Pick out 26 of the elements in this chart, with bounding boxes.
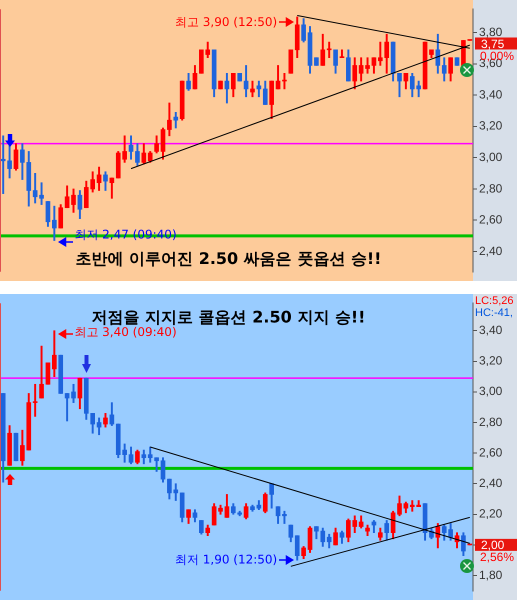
text: HC:-41, xyxy=(475,307,513,320)
y-tick-label: 3,40 xyxy=(479,87,503,102)
text: LC:5,26 xyxy=(475,295,514,308)
y-tick-label: 2,80 xyxy=(479,414,503,429)
y-tick-label: 1,80 xyxy=(479,568,503,582)
annotation: 최저 1,90 (12:50) xyxy=(174,552,278,566)
y-tick-label: 2,60 xyxy=(479,212,503,227)
y-tick-label: 2,40 xyxy=(479,244,503,258)
y-tick-label: 3,20 xyxy=(479,354,503,368)
y-tick-label: 3,20 xyxy=(479,118,503,133)
y-tick-label: 2,20 xyxy=(479,506,503,521)
y-tick-label: 3,80 xyxy=(479,24,503,39)
text: 3,75 xyxy=(481,36,505,51)
y-tick-label: 3,00 xyxy=(479,150,503,164)
text: 2,56% xyxy=(480,550,514,564)
chart-title: 저점을 지지로 콜옵션 2.50 지지 승!! xyxy=(92,307,366,326)
text: 2,00 xyxy=(481,538,505,552)
annotation: 최고 3,40 (09:40) xyxy=(74,324,177,339)
y-tick-label: 2,40 xyxy=(479,476,503,490)
annotation: 최고 3,90 (12:50) xyxy=(174,15,278,30)
y-tick-label: 3,40 xyxy=(479,323,503,338)
text: 초반에 이루어진 2.50 싸움은 풋옵션 승!! xyxy=(76,248,382,268)
y-tick-label: 2,80 xyxy=(479,181,503,196)
y-tick-label: 2,60 xyxy=(479,445,503,460)
annotation: 최저 2,47 (09:40) xyxy=(74,228,177,242)
y-tick-label: 3,00 xyxy=(479,384,503,398)
